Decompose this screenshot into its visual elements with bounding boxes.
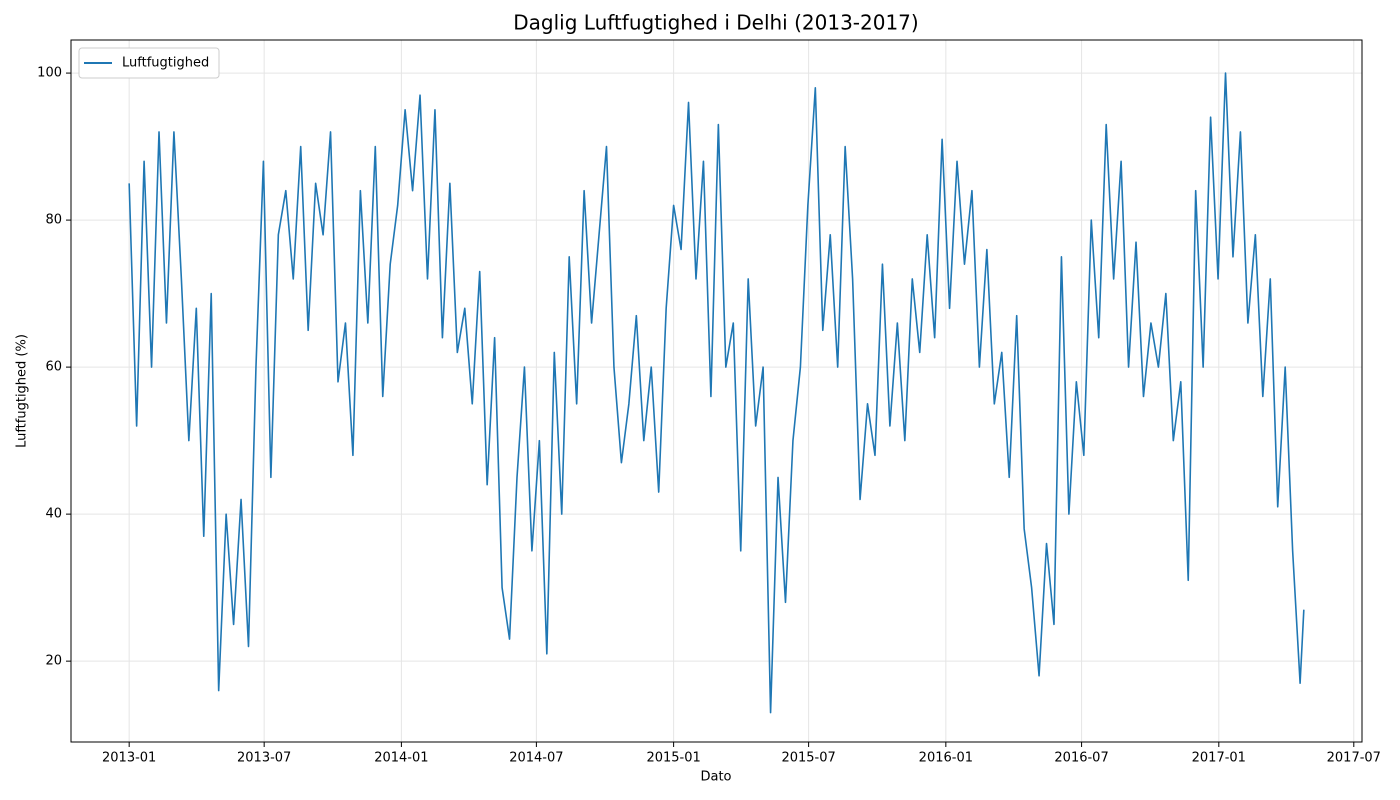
x-tick-label: 2014-01 — [374, 751, 428, 766]
legend-box — [78, 47, 220, 79]
x-tick-label: 2015-01 — [646, 751, 700, 766]
y-tick-label: 80 — [45, 213, 62, 228]
x-tick-label: 2013-01 — [102, 751, 156, 766]
y-tick-label: 60 — [45, 360, 62, 375]
y-tick-label: 40 — [45, 507, 62, 522]
x-tick-label: 2017-01 — [1192, 751, 1246, 766]
y-tick-label: 100 — [37, 66, 62, 81]
x-tick-label: 2014-07 — [509, 751, 563, 766]
x-tick-label: 2016-01 — [919, 751, 973, 766]
plot-frame — [70, 39, 1363, 743]
y-tick-label: 20 — [45, 654, 62, 669]
x-tick-label: 2015-07 — [781, 751, 835, 766]
x-tick-label: 2016-07 — [1054, 751, 1108, 766]
data-line — [128, 72, 1305, 714]
legend-label: Luftfugtighed — [122, 56, 209, 71]
x-axis-label: Dato — [700, 770, 731, 785]
y-axis-label: Luftfugtighed (%) — [15, 334, 30, 448]
chart-title: Daglig Luftfugtighed i Delhi (2013-2017) — [513, 11, 918, 35]
x-tick-label: 2017-07 — [1327, 751, 1381, 766]
x-tick-label: 2013-07 — [237, 751, 291, 766]
